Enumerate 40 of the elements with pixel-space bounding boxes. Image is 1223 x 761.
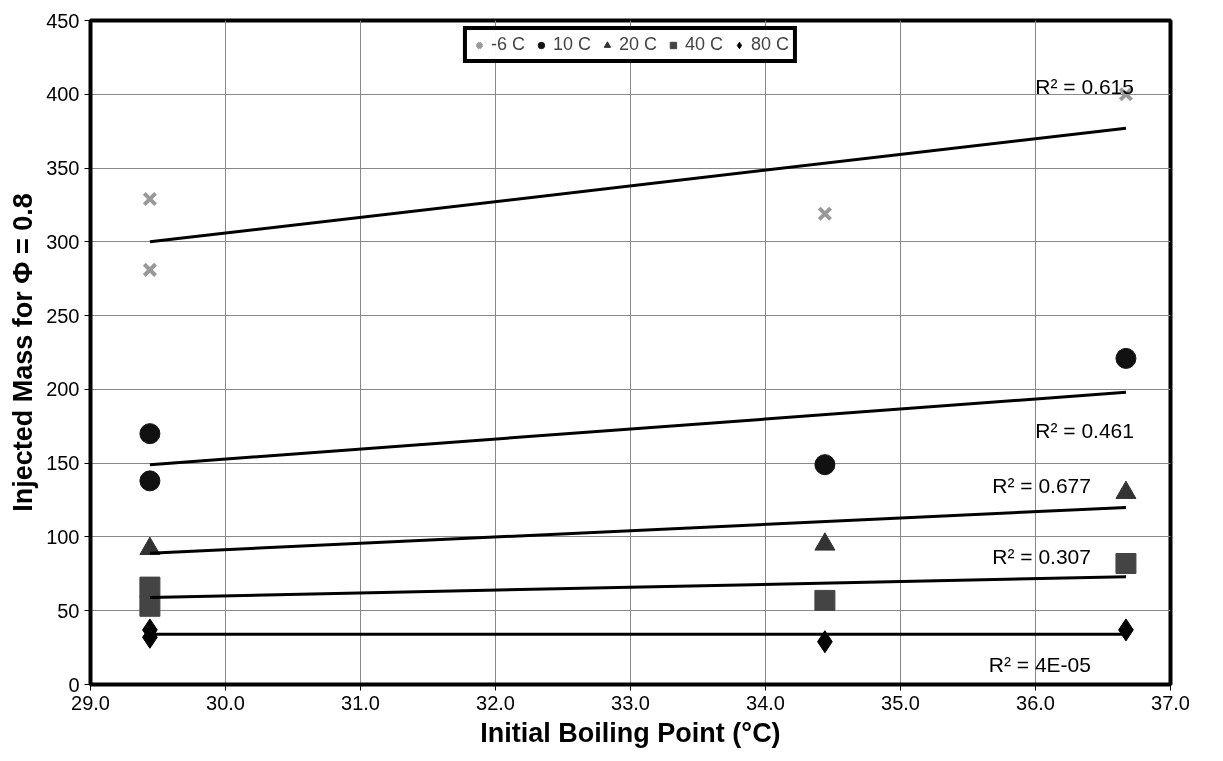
x-tick-label: 34.0	[746, 691, 785, 714]
annotation: R² = 0.461	[1035, 418, 1134, 442]
point	[814, 589, 836, 611]
x-tick-label: 32.0	[476, 691, 515, 714]
x-tick-label: 33.0	[611, 691, 650, 714]
y-tick-label: 350	[46, 157, 80, 180]
annotation: R² = 4E-05	[988, 652, 1091, 676]
point	[139, 470, 161, 492]
point	[139, 595, 161, 617]
point	[139, 576, 161, 598]
y-tick-label: 250	[46, 304, 80, 327]
y-axis-title: Injected Mass for Φ = 0.8	[8, 193, 39, 512]
legend-label: 20 C	[618, 34, 658, 55]
x-axis-title: Initial Boiling Point (°C)	[480, 717, 781, 748]
annotation: R² = 0.615	[1035, 74, 1134, 98]
point	[139, 423, 161, 445]
point	[142, 191, 158, 207]
point	[814, 454, 836, 476]
legend-label: 10 C	[552, 34, 591, 55]
y-tick-label: 50	[57, 599, 80, 622]
y-tick-label: 150	[46, 452, 80, 475]
x-tick-label: 36.0	[1016, 691, 1055, 714]
legend-label: 80 C	[751, 34, 790, 55]
x-tick-label: 35.0	[881, 691, 920, 714]
annotation: R² = 0.677	[992, 473, 1091, 497]
y-tick-label: 200	[46, 378, 80, 401]
legend-label: 40 C	[685, 34, 724, 55]
y-tick-label: 100	[46, 525, 80, 548]
y-tick-label: 450	[46, 9, 80, 32]
x-tick-label: 30.0	[206, 691, 245, 714]
annotation: R² = 0.307	[992, 545, 1091, 569]
legend-label: -6 C	[490, 34, 525, 55]
point	[142, 262, 158, 278]
point	[1115, 347, 1137, 369]
x-tick-label: 37.0	[1151, 691, 1190, 714]
y-tick-label: 300	[46, 230, 80, 253]
point	[817, 206, 833, 222]
y-tick-label: 400	[46, 83, 80, 106]
point	[1115, 553, 1137, 574]
x-tick-label: 31.0	[341, 691, 380, 714]
